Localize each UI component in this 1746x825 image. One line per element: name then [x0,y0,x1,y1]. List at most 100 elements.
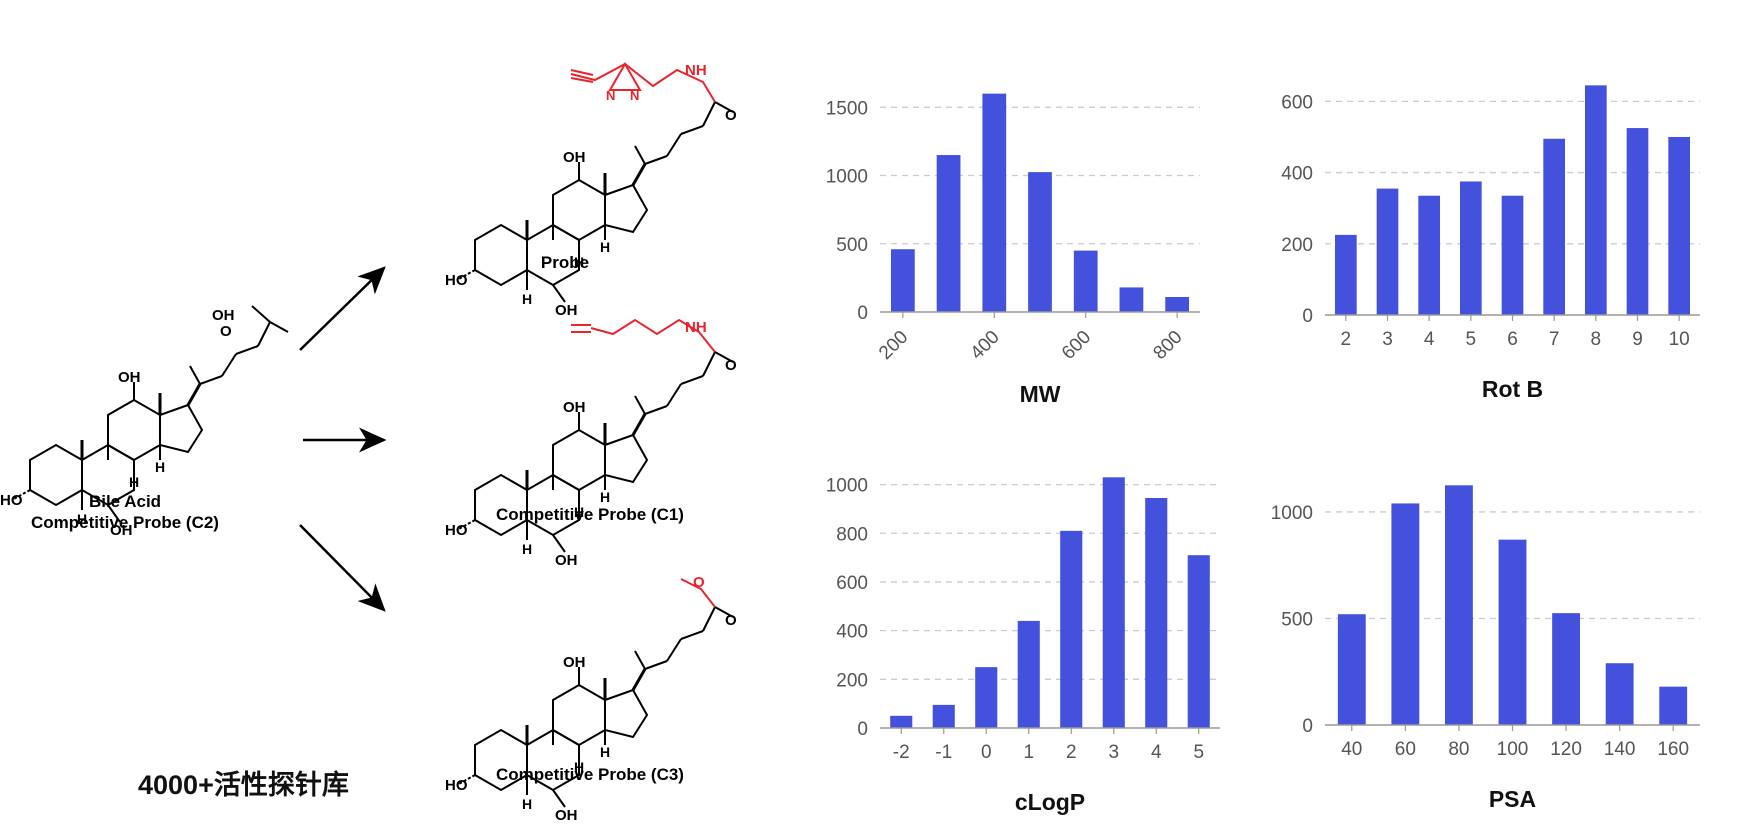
x-tick-label: -1 [935,742,952,763]
atom-ho: HO [445,522,468,539]
atom-n: N [606,88,615,103]
x-tick-label: 4 [1151,742,1162,763]
product-label-c3: Competitive Probe (C3) [496,765,684,784]
x-tick-label: 7 [1549,329,1560,350]
atom-h: H [600,239,610,255]
bar [1585,85,1607,315]
bar [1017,620,1040,728]
x-tick-label: 1 [1023,742,1034,763]
atom-ho: HO [445,272,468,289]
bar [890,715,913,728]
x-tick-label: 6 [1507,329,1518,350]
x-tick-label: 2 [1066,742,1077,763]
atom-o: O [725,357,737,374]
bar [1668,136,1690,315]
y-tick-label: 500 [836,235,868,256]
x-tick-label: 2 [1341,329,1352,350]
y-tick-label: 600 [1281,92,1313,113]
atom-h: H [155,459,165,475]
chart-title: MW [1020,381,1061,407]
y-tick-label: 1000 [826,167,868,188]
arrow-to-probe [299,266,386,351]
x-tick-label: 100 [1497,739,1529,760]
atom-oh: OH [118,369,141,386]
c1-structure: HO OH OH NH O H H H [445,318,737,569]
bar [1460,181,1482,315]
x-tick-label: 80 [1448,739,1469,760]
y-tick-label: 0 [857,719,868,740]
bar [890,249,915,312]
bar [1543,138,1565,315]
x-tick-label: 5 [1466,329,1477,350]
bar [975,667,998,728]
bar [1073,250,1098,312]
x-tick-label: 0 [981,742,992,763]
bile-acid-structure: HO OH OH OH O H H H [0,305,289,539]
bar [1659,686,1688,725]
x-tick-label: 8 [1591,329,1602,350]
atom-h: H [574,254,584,270]
atom-h: H [77,511,87,527]
rotb-histogram: 0 200 400 600 2 3 4 5 6 7 8 9 10 Rot B [1281,85,1700,402]
y-tick-label: 0 [857,303,868,324]
reaction-scheme: HO OH OH OH O H H H Bile Acid Competitiv… [0,61,737,824]
atom-oh: OH [563,654,586,671]
x-tick-label: -2 [893,742,910,763]
start-label-2: Competitive Probe (C2) [31,513,219,532]
atom-o: O [725,612,737,629]
x-tick-label: 9 [1632,329,1643,350]
y-tick-label: 400 [836,622,868,643]
bar [1187,555,1210,728]
atom-o: O [220,323,232,340]
product-label-probe: Probe [541,253,589,272]
chart-title: Rot B [1482,376,1543,402]
atom-ho: HO [445,777,468,794]
bar [1626,128,1649,315]
bar [1335,234,1357,315]
atom-oh: OH [555,552,578,569]
chart-title: PSA [1489,786,1536,812]
y-tick-label: 200 [836,670,868,691]
x-tick-label: 120 [1550,739,1582,760]
library-caption: 4000+活性探针库 [138,770,349,800]
x-tick-label: 600 [1058,327,1095,364]
atom-h: H [522,291,532,307]
atom-n: N [630,88,639,103]
y-tick-label: 0 [1302,306,1313,327]
x-tick-label: 3 [1108,742,1119,763]
atom-o: O [693,574,705,591]
atom-h: H [522,541,532,557]
atom-nh: NH [685,319,707,336]
atom-h: H [522,796,532,812]
bar [936,155,961,312]
bar [1102,477,1125,728]
x-tick-label: 5 [1193,742,1204,763]
y-tick-label: 200 [1281,235,1313,256]
x-tick-label: 200 [875,327,912,364]
mw-histogram: 0 500 1000 1500 200 400 600 800 MW [826,93,1200,407]
atom-oh: OH [555,302,578,319]
atom-h: H [129,474,139,490]
x-tick-label: 10 [1669,329,1690,350]
x-tick-label: 400 [967,327,1004,364]
x-tick-label: 60 [1395,739,1416,760]
bar [1376,188,1399,315]
y-tick-label: 1500 [826,98,868,119]
atom-o: O [725,107,737,124]
y-tick-label: 600 [836,573,868,594]
bar [1165,296,1190,312]
bar [1145,497,1168,728]
product-label-c1: Competitive Probe (C1) [496,505,684,524]
bar [1501,195,1524,315]
y-tick-label: 800 [836,524,868,545]
clogp-histogram: 0 200 400 600 800 1000 -2 -1 0 1 2 3 4 5 cLogP [826,476,1220,815]
y-tick-label: 1000 [826,476,868,497]
y-tick-label: 500 [1281,609,1313,630]
chart-title: cLogP [1015,789,1085,815]
bar [1337,614,1366,725]
probe-structure: HO OH OH NH O N N H H H [445,61,737,319]
atom-nh: NH [685,62,707,79]
x-tick-label: 40 [1341,739,1362,760]
bar [1552,613,1580,725]
bar [982,93,1007,312]
